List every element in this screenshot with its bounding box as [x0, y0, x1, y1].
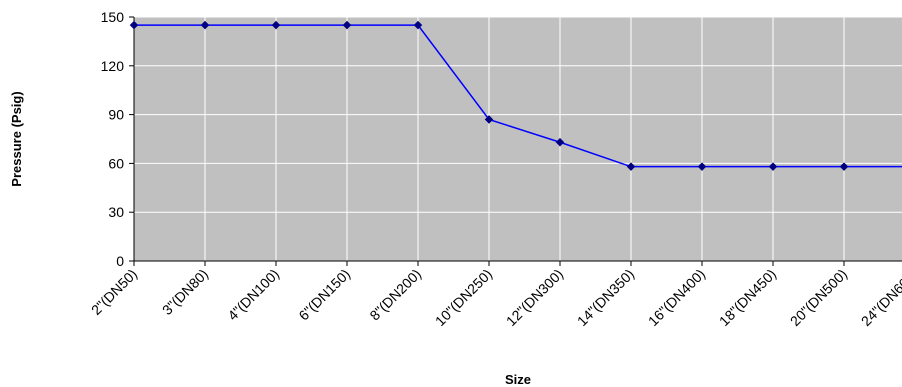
series-layer: [129, 20, 902, 172]
data-point: [839, 162, 849, 172]
x-axis-title: Size: [505, 372, 531, 387]
y-tick-label: 120: [101, 58, 125, 74]
x-tick-label: 18"(DN450): [716, 266, 779, 329]
gridlines: [134, 16, 902, 261]
x-tick-label: 3"(DN80): [159, 266, 211, 318]
x-tick-label: 10"(DN250): [432, 266, 495, 329]
data-point: [271, 20, 281, 30]
x-tick-label: 6"(DN150): [295, 266, 353, 324]
data-point: [768, 162, 778, 172]
data-point: [342, 20, 352, 30]
data-point: [200, 20, 210, 30]
y-tick-label: 30: [108, 204, 124, 220]
data-point: [129, 20, 139, 30]
y-tick-label: 90: [108, 107, 124, 123]
axes: [129, 16, 902, 266]
data-point: [626, 162, 636, 172]
x-tick-label: 4"(DN100): [224, 266, 282, 324]
x-tick-label: 20"(DN500): [787, 266, 850, 329]
x-tick-label: 14"(DN350): [574, 266, 637, 329]
plot-area: [134, 17, 902, 261]
x-tick-labels: 2"(DN50) 3"(DN80) 4"(DN100) 6"(DN150) 8"(DN2…: [88, 266, 902, 329]
data-point: [484, 115, 494, 124]
x-tick-label: 2"(DN50): [88, 266, 140, 318]
x-tick-label: 24"(DN600): [858, 266, 902, 329]
y-tick-label: 60: [108, 155, 124, 171]
data-point: [697, 162, 707, 172]
x-tick-label: 8"(DN200): [366, 266, 424, 324]
data-point: [413, 20, 423, 30]
y-tick-label: 0: [116, 253, 124, 269]
data-point: [555, 137, 565, 147]
y-tick-label: 150: [101, 9, 125, 25]
y-tick-labels: 0 30 60 90 120 150: [101, 9, 125, 269]
y-axis-title: Pressure (Psig): [9, 91, 24, 186]
x-tick-label: 16"(DN400): [645, 266, 708, 329]
x-tick-label: 12"(DN300): [503, 266, 566, 329]
